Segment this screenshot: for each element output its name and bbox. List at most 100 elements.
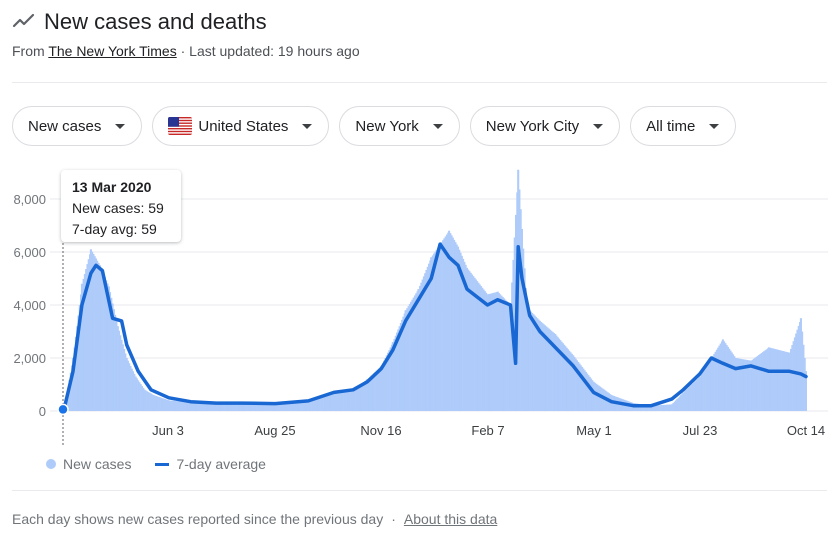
new-cases-bar: [89, 249, 92, 411]
new-cases-bar: [507, 302, 509, 411]
new-cases-bar: [390, 344, 393, 411]
new-cases-bar: [692, 382, 695, 411]
new-cases-bar: [375, 370, 378, 411]
new-cases-bar: [534, 315, 536, 411]
new-cases-bar: [125, 358, 128, 411]
new-cases-bar: [209, 403, 211, 411]
new-cases-bar: [146, 391, 149, 411]
new-cases-bar: [586, 373, 589, 411]
new-cases-bar: [509, 305, 512, 411]
new-cases-bar: [443, 238, 445, 411]
new-cases-bar: [458, 249, 461, 411]
new-cases-bar: [196, 402, 199, 411]
new-cases-bar: [137, 380, 140, 411]
new-cases-bar: [163, 398, 165, 411]
new-cases-bar: [328, 394, 330, 411]
new-cases-bar: [103, 274, 105, 411]
new-cases-bar: [566, 347, 568, 411]
new-cases-bar: [683, 391, 686, 411]
new-cases-bar: [792, 341, 795, 411]
new-cases-bar: [495, 292, 498, 411]
new-cases-bar: [428, 263, 430, 411]
new-cases-bar: [745, 359, 747, 411]
new-cases-bar: [310, 400, 312, 411]
new-cases-bar: [243, 402, 246, 411]
new-cases-bar: [526, 307, 529, 411]
source-link[interactable]: The New York Times: [48, 43, 177, 59]
new-cases-bar: [195, 402, 197, 411]
new-cases-bar: [493, 292, 495, 411]
new-cases-bar: [470, 272, 472, 411]
new-cases-bar: [369, 376, 371, 411]
y-tick-label: 0: [39, 404, 46, 419]
new-cases-bar: [177, 401, 179, 411]
new-cases-bar: [256, 403, 259, 411]
new-cases-bar: [522, 248, 525, 411]
y-tick-label: 4,000: [13, 298, 46, 313]
new-cases-bar: [262, 403, 265, 411]
new-cases-bar: [228, 403, 231, 411]
new-cases-bar: [697, 377, 700, 411]
x-tick-label: Aug 25: [254, 423, 295, 438]
new-cases-bar: [667, 404, 669, 411]
new-cases-bar: [316, 397, 319, 411]
new-cases-bar: [698, 376, 701, 411]
new-cases-bar: [95, 258, 97, 411]
new-cases-bar: [503, 298, 506, 411]
new-cases-bar: [475, 279, 477, 411]
new-cases-bar: [393, 338, 396, 411]
new-cases-bar: [82, 278, 85, 411]
new-cases-bar: [361, 383, 364, 411]
new-cases-bar: [654, 405, 657, 411]
state-dropdown[interactable]: New York: [339, 106, 460, 146]
new-cases-bar: [787, 352, 790, 411]
new-cases-bar: [175, 401, 178, 411]
new-cases-bar: [765, 349, 768, 411]
new-cases-bar: [462, 258, 465, 411]
new-cases-bar: [408, 303, 411, 411]
new-cases-bar: [246, 402, 248, 411]
x-tick-label: May 1: [576, 423, 611, 438]
new-cases-bar: [727, 346, 729, 411]
new-cases-bar: [337, 391, 339, 411]
new-cases-bar: [420, 282, 422, 411]
new-cases-bar: [705, 366, 708, 411]
last-updated: Last updated: 19 hours ago: [189, 43, 360, 59]
new-cases-bar: [356, 386, 358, 411]
new-cases-bar: [578, 363, 581, 411]
metric-dropdown[interactable]: New cases: [12, 106, 143, 146]
new-cases-bar: [257, 403, 260, 411]
city-dropdown[interactable]: New York City: [469, 106, 621, 146]
new-cases-bar: [723, 341, 726, 411]
time-range-label: All time: [646, 117, 696, 135]
new-cases-bar: [222, 403, 224, 411]
new-cases-bar: [658, 405, 660, 411]
new-cases-bar: [416, 291, 419, 411]
x-tick-label: Jul 23: [683, 423, 718, 438]
new-cases-bar: [728, 348, 731, 411]
new-cases-bar: [646, 405, 649, 411]
new-cases-bar: [344, 390, 347, 411]
time-range-dropdown[interactable]: All time: [630, 106, 737, 146]
about-data-link[interactable]: About this data: [403, 511, 498, 527]
country-dropdown[interactable]: United States: [152, 106, 330, 146]
new-cases-bar: [184, 401, 187, 411]
new-cases-bar: [232, 403, 234, 411]
new-cases-bar: [756, 355, 759, 411]
new-cases-bar: [312, 399, 315, 411]
us-flag-icon: [168, 117, 193, 135]
new-cases-bar: [150, 393, 152, 411]
new-cases-bar: [554, 334, 557, 411]
new-cases-bar: [173, 400, 176, 411]
new-cases-bar: [538, 319, 540, 411]
new-cases-bar: [348, 390, 351, 411]
new-cases-bar: [352, 389, 355, 411]
new-cases-bar: [127, 360, 129, 411]
new-cases-bar: [797, 325, 800, 411]
new-cases-bar: [521, 228, 523, 411]
new-cases-bar: [572, 355, 575, 411]
new-cases-bar: [342, 391, 344, 411]
new-cases-bar: [238, 402, 241, 411]
new-cases-bar: [293, 402, 296, 411]
new-cases-bar: [358, 384, 361, 411]
